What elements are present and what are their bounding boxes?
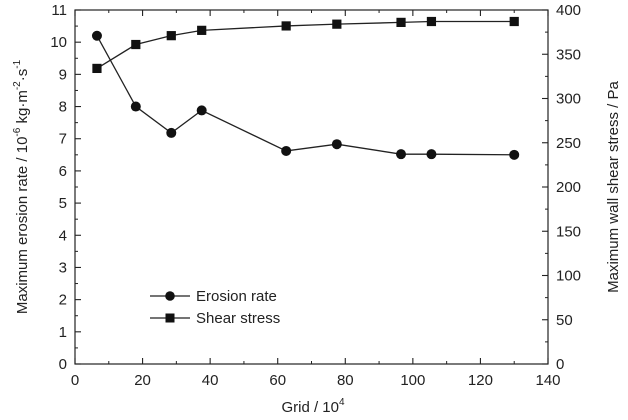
y-left-tick-label: 5 [59, 195, 67, 212]
shear-stress-point [332, 19, 342, 29]
x-tick-label: 40 [202, 372, 219, 389]
x-tick-label: 0 [71, 372, 79, 389]
x-tick-label: 20 [134, 372, 151, 389]
x-tick-label: 80 [337, 372, 354, 389]
y-right-tick-label: 350 [556, 46, 581, 63]
shear-stress-point [281, 21, 291, 31]
y-left-tick-label: 1 [59, 324, 67, 341]
y-right-tick-label: 400 [556, 2, 581, 19]
erosion-rate-point [196, 105, 207, 116]
y-right-tick-label: 250 [556, 135, 581, 152]
axes: 0 20 40 60 80 100 120 1400123456789101105010015… [50, 2, 581, 389]
erosion-rate-point [91, 30, 102, 41]
shear-stress-point [131, 39, 141, 50]
shear-stress-point [426, 16, 437, 27]
y-axis-right-title: Maximum wall shear stress / Pa [605, 80, 622, 292]
erosion-rate-point [166, 127, 177, 138]
y-right-tick-label: 200 [556, 179, 581, 196]
y-right-tick-label: 100 [556, 268, 581, 285]
erosion-rate-point [509, 149, 520, 160]
y-right-tick-label: 300 [556, 91, 581, 108]
y-axis-left-title: Maximum erosion rate / 10-6 kg·m-2·s-1 [12, 59, 31, 314]
erosion-rate-point [281, 145, 292, 156]
y-left-tick-label: 0 [59, 356, 67, 373]
y-right-tick-label: 150 [556, 223, 581, 240]
legend-label-shear: Shear stress [196, 310, 280, 327]
x-tick-label: 60 [269, 372, 286, 389]
shear-stress-point [396, 17, 406, 27]
x-tick-label: 140 [535, 372, 560, 389]
erosion-rate-point [331, 139, 342, 150]
y-left-tick-label: 2 [59, 292, 67, 309]
y-right-tick-label: 0 [556, 356, 564, 373]
x-axis-title: Grid / 104 [281, 397, 345, 416]
legend-label-erosion: Erosion rate [196, 288, 277, 305]
legend-marker-shear [165, 313, 175, 323]
y-left-tick-label: 4 [59, 227, 67, 244]
y-right-tick-label: 50 [556, 312, 573, 329]
y-left-tick-label: 3 [59, 259, 67, 276]
series-line-shear-stress [96, 20, 515, 69]
shear-stress-point [92, 63, 102, 74]
legend: Erosion rate Shear stress [150, 288, 280, 327]
x-tick-label: 120 [468, 372, 493, 389]
erosion-rate-point [396, 149, 407, 160]
shear-stress-point [166, 31, 176, 41]
x-tick-label: 100 [400, 372, 425, 389]
y-left-tick-label: 8 [59, 99, 67, 116]
plot-frame [74, 9, 549, 365]
series-line-erosion-rate [96, 35, 515, 156]
y-left-tick-label: 11 [51, 2, 67, 19]
erosion-rate-point [426, 149, 437, 160]
y-left-tick-label: 7 [59, 131, 67, 148]
legend-marker-erosion [165, 291, 175, 301]
y-left-tick-label: 9 [59, 66, 67, 83]
y-left-tick-label: 6 [59, 163, 67, 180]
shear-stress-point [509, 16, 519, 27]
series-layer [91, 16, 520, 160]
y-left-tick-label: 10 [50, 34, 67, 51]
erosion-rate-point [130, 101, 141, 112]
shear-stress-point [197, 25, 207, 35]
